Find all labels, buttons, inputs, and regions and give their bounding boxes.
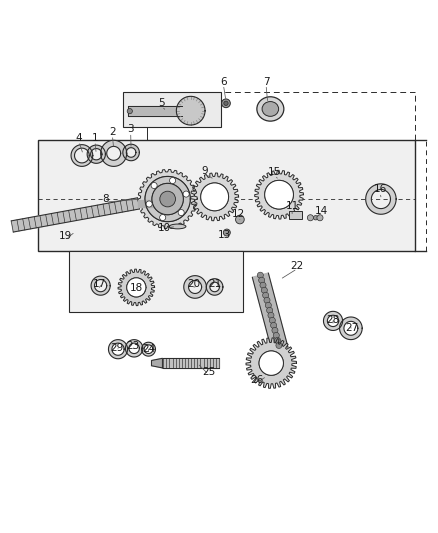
Circle shape — [178, 209, 184, 216]
Polygon shape — [206, 279, 223, 295]
Polygon shape — [184, 276, 206, 298]
Polygon shape — [191, 173, 239, 221]
Polygon shape — [252, 273, 288, 351]
Circle shape — [272, 327, 278, 334]
Circle shape — [317, 215, 323, 221]
Circle shape — [269, 317, 276, 324]
Polygon shape — [323, 311, 343, 330]
Polygon shape — [87, 145, 106, 163]
Circle shape — [146, 201, 152, 207]
Circle shape — [276, 342, 282, 349]
Text: 27: 27 — [345, 324, 358, 333]
Circle shape — [307, 215, 314, 221]
Text: 18: 18 — [130, 283, 143, 293]
Text: 28: 28 — [326, 314, 339, 325]
Circle shape — [267, 307, 273, 313]
Polygon shape — [339, 317, 362, 340]
Polygon shape — [246, 338, 297, 389]
Text: 14: 14 — [314, 206, 328, 216]
Circle shape — [261, 287, 267, 293]
Circle shape — [268, 312, 274, 318]
Polygon shape — [366, 184, 396, 214]
Polygon shape — [91, 276, 110, 295]
Text: 20: 20 — [187, 279, 200, 289]
Circle shape — [177, 96, 205, 125]
Text: 10: 10 — [158, 223, 171, 233]
Text: 21: 21 — [208, 279, 221, 289]
Circle shape — [265, 180, 293, 209]
Ellipse shape — [170, 224, 186, 229]
Polygon shape — [163, 358, 219, 368]
FancyBboxPatch shape — [123, 92, 221, 127]
Circle shape — [271, 322, 277, 328]
Circle shape — [273, 333, 279, 338]
Circle shape — [224, 101, 228, 106]
Circle shape — [258, 277, 265, 283]
Text: 24: 24 — [142, 344, 155, 354]
Text: 12: 12 — [232, 209, 245, 219]
Circle shape — [223, 229, 230, 236]
Circle shape — [236, 215, 244, 224]
Text: 19: 19 — [59, 231, 72, 241]
Text: 8: 8 — [102, 194, 109, 204]
Circle shape — [260, 282, 266, 288]
Polygon shape — [125, 340, 143, 357]
Circle shape — [170, 177, 176, 183]
Circle shape — [159, 214, 166, 221]
Text: 29: 29 — [110, 343, 124, 353]
FancyBboxPatch shape — [289, 211, 302, 220]
Ellipse shape — [257, 97, 284, 121]
Polygon shape — [138, 169, 197, 229]
Circle shape — [183, 191, 189, 197]
Polygon shape — [118, 269, 155, 305]
Polygon shape — [254, 171, 304, 219]
Polygon shape — [141, 342, 155, 356]
Text: 26: 26 — [251, 375, 264, 385]
Circle shape — [151, 182, 157, 189]
Text: 13: 13 — [218, 230, 231, 240]
Circle shape — [265, 302, 272, 309]
Text: 6: 6 — [220, 77, 226, 86]
Text: 11: 11 — [286, 201, 299, 212]
Circle shape — [263, 292, 268, 298]
Circle shape — [160, 191, 176, 207]
Polygon shape — [109, 340, 127, 359]
Polygon shape — [127, 106, 182, 116]
Text: 23: 23 — [127, 341, 140, 351]
Text: 3: 3 — [127, 124, 134, 134]
Circle shape — [127, 278, 146, 297]
Polygon shape — [138, 200, 154, 207]
Polygon shape — [101, 140, 127, 166]
Polygon shape — [11, 198, 139, 232]
Circle shape — [264, 297, 270, 303]
Circle shape — [314, 215, 318, 220]
Polygon shape — [145, 176, 190, 222]
FancyBboxPatch shape — [39, 140, 415, 251]
Text: 5: 5 — [158, 98, 165, 108]
Circle shape — [222, 99, 230, 108]
Text: 7: 7 — [263, 77, 269, 86]
Circle shape — [257, 272, 263, 278]
Text: 1: 1 — [92, 133, 98, 143]
FancyBboxPatch shape — [69, 251, 243, 312]
Polygon shape — [123, 144, 139, 161]
Circle shape — [201, 183, 229, 211]
Circle shape — [275, 337, 281, 343]
Ellipse shape — [262, 102, 279, 116]
Circle shape — [259, 351, 283, 375]
Text: 16: 16 — [374, 184, 387, 194]
Text: 22: 22 — [291, 261, 304, 271]
Polygon shape — [152, 358, 162, 368]
Circle shape — [127, 109, 132, 114]
Circle shape — [152, 183, 184, 215]
Text: 25: 25 — [202, 367, 215, 377]
Text: 4: 4 — [75, 133, 82, 143]
Text: 15: 15 — [268, 167, 281, 176]
Text: 17: 17 — [93, 279, 106, 289]
Text: 9: 9 — [202, 166, 208, 176]
Polygon shape — [71, 144, 93, 166]
Text: 2: 2 — [109, 126, 116, 136]
